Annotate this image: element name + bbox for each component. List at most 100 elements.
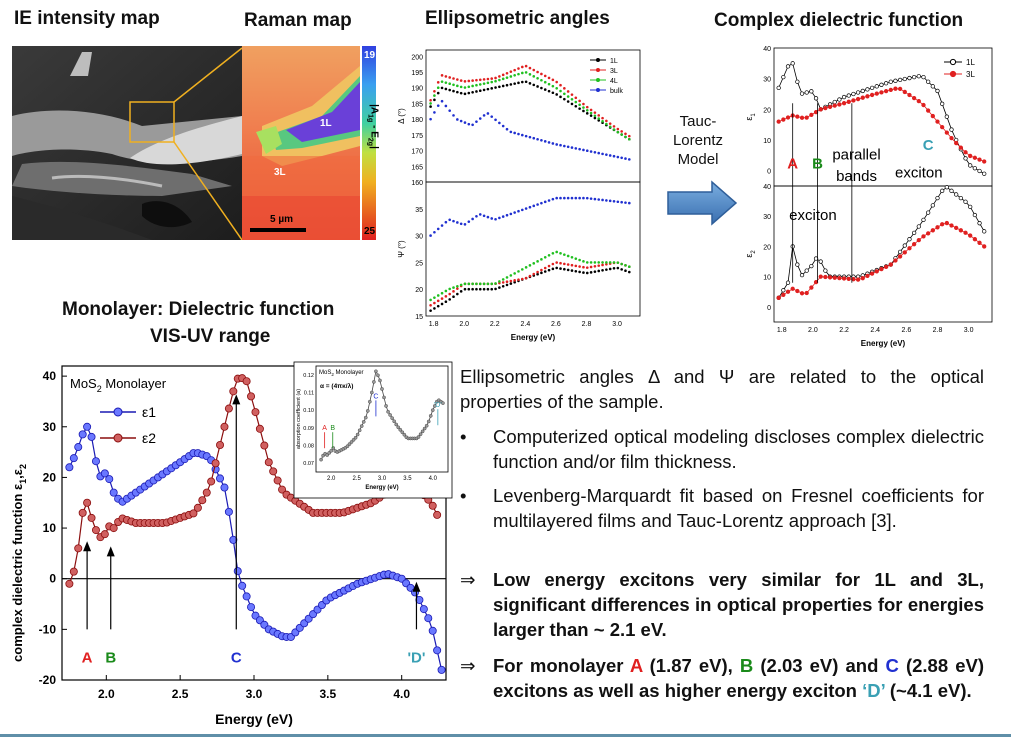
e1-point: [827, 104, 833, 110]
delta-point: [608, 154, 612, 157]
delta-point: [471, 123, 474, 127]
delta-point: [547, 82, 551, 86]
data-point: [216, 441, 225, 450]
conclusion-monolayer: ⇒ For monolayer A (1.87 eV), B (2.03 eV)…: [460, 655, 985, 701]
psi-point: [490, 282, 494, 286]
delta-point: [612, 125, 616, 128]
inset-point: [390, 416, 394, 420]
inset-x-tick: 2.5: [352, 476, 361, 482]
delta-point: [501, 124, 505, 128]
psi-point: [532, 272, 536, 276]
e1-point: [841, 101, 847, 106]
psi-point: [536, 203, 539, 206]
psi-point: [475, 287, 478, 291]
delta-point: [540, 139, 543, 142]
delta-point: [555, 80, 558, 84]
e2-point: [874, 269, 879, 274]
delta-point: [559, 143, 562, 147]
delta-point: [436, 104, 440, 107]
e2-line: [778, 186, 985, 299]
psi-point: [559, 251, 562, 255]
delta-point: [463, 86, 467, 89]
data-point: [247, 392, 256, 401]
inset-x-tick: 3.0: [378, 476, 387, 482]
arrowhead-icon: [412, 581, 421, 592]
psi-point: [593, 261, 597, 264]
inset-exciton-label: B: [330, 425, 335, 432]
e1-point: [958, 145, 964, 150]
e1-tick: 30: [763, 77, 771, 84]
delta-point: [585, 108, 589, 112]
inset-y-label: absorption coefficient (a): [296, 389, 302, 449]
psi-point: [585, 196, 589, 200]
inset-point: [396, 425, 401, 430]
psi-point: [563, 267, 566, 271]
psi-point: [551, 251, 555, 255]
inset-point: [376, 373, 380, 378]
inset-y-tick: 0.10: [303, 408, 314, 414]
e1-point: [823, 105, 828, 111]
delta-point: [486, 87, 490, 91]
y-tick-label: 0: [49, 572, 56, 586]
psi-point: [628, 265, 631, 268]
data-point: [78, 430, 87, 439]
e1-point: [781, 117, 786, 122]
delta-point: [563, 144, 566, 148]
delta-point: [585, 105, 589, 109]
delta-point: [624, 157, 627, 160]
e2-point: [860, 276, 865, 281]
e2-point: [916, 224, 921, 229]
psi-point: [620, 262, 623, 266]
bullet-computerized: • Computerized optical modeling disclose…: [460, 426, 984, 472]
psi-point: [566, 263, 570, 266]
delta-point: [616, 155, 620, 159]
tauc-lorentz-label: Tauc- Lorentz Model: [672, 113, 724, 168]
delta-point: [524, 134, 528, 138]
e1-point: [865, 87, 870, 92]
delta-point: [605, 122, 608, 126]
raman-colorscale: [362, 46, 376, 240]
delta-point: [486, 77, 490, 81]
inset-point: [380, 387, 384, 391]
delta-point: [570, 102, 574, 106]
e1-tick: 20: [763, 107, 771, 114]
raman-scale-top: 19: [364, 50, 376, 61]
data-point: [224, 507, 233, 516]
data-point: [74, 544, 83, 553]
raman-scalebar-label: 5 µm: [270, 214, 293, 225]
e1-point: [813, 96, 819, 101]
delta-point: [517, 72, 520, 76]
delta-point: [436, 81, 440, 84]
e1-point: [916, 74, 921, 79]
e1-point: [949, 136, 954, 141]
delta-point: [589, 111, 593, 115]
psi-point: [517, 278, 520, 281]
inset-point: [327, 451, 332, 455]
psi-point: [566, 196, 570, 200]
e1-tick: 10: [763, 138, 771, 145]
delta-point: [540, 78, 543, 82]
delta-point: [612, 128, 616, 131]
inset-point: [426, 419, 431, 424]
x-tick: 2.2: [839, 327, 849, 334]
psi-point: [555, 266, 558, 270]
inset-point: [378, 378, 382, 383]
label-bands: bands: [836, 168, 877, 185]
e2-point: [795, 288, 800, 294]
e2-point: [911, 242, 917, 247]
delta-point: [467, 91, 471, 95]
e1-point: [785, 115, 791, 120]
psi-point: [467, 282, 471, 286]
delta-point: [490, 80, 494, 84]
e1-point: [879, 82, 884, 87]
delta-point: [517, 81, 520, 85]
delta-point: [436, 91, 440, 95]
e2-point: [827, 275, 833, 280]
e1-point: [795, 79, 800, 84]
x-tick: 3.0: [964, 327, 974, 334]
data-point: [233, 567, 242, 576]
delta-point: [521, 133, 524, 137]
inset-point: [365, 409, 370, 413]
delta-point: [524, 64, 528, 68]
psi-point: [589, 271, 593, 274]
